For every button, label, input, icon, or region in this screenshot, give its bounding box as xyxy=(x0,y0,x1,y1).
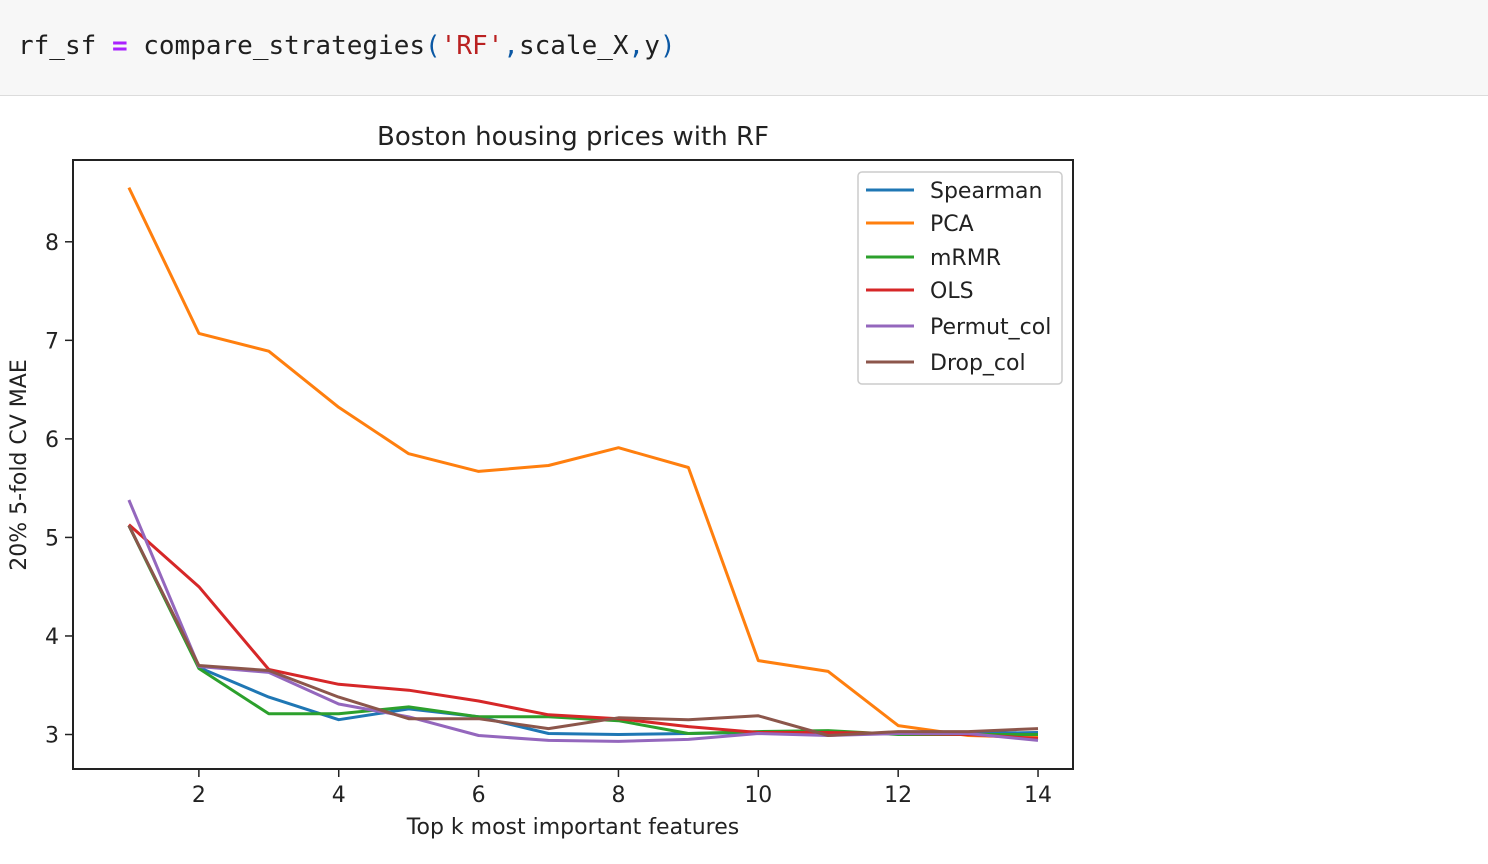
code-comma: , xyxy=(503,31,519,61)
legend: Spearman PCA mRMR OLS Permut_col Drop_col xyxy=(857,171,1063,385)
output-area: Boston housing prices with RF 2 4 6 8 10 12 14… xyxy=(0,96,1488,859)
y-tick-label: 4 xyxy=(45,625,59,650)
x-tick-label: 12 xyxy=(884,783,912,808)
x-axis: 2 4 6 8 10 12 14 xyxy=(192,769,1052,808)
code-string-arg: 'RF' xyxy=(440,31,504,61)
series-layer xyxy=(127,186,1039,743)
y-tick-label: 3 xyxy=(45,724,59,749)
y-axis: 3 4 5 6 7 8 xyxy=(45,231,73,749)
series-line-drop-col xyxy=(127,524,1039,737)
x-tick-label: 6 xyxy=(472,783,486,808)
series-line-ols xyxy=(127,523,1039,740)
x-tick-label: 10 xyxy=(744,783,772,808)
y-axis-label: 20% 5-fold CV MAE xyxy=(7,359,32,570)
legend-label: OLS xyxy=(930,279,974,304)
chart-title: Boston housing prices with RF xyxy=(377,122,769,152)
code-paren-close: ) xyxy=(659,31,676,61)
x-tick-label: 2 xyxy=(192,783,206,808)
plot-frame xyxy=(72,159,1074,770)
x-tick-label: 4 xyxy=(332,783,346,808)
x-tick-label: 14 xyxy=(1024,783,1052,808)
code-arg-y: y xyxy=(644,31,660,61)
series-line-mrmr xyxy=(127,524,1038,736)
y-tick-label: 8 xyxy=(45,231,59,256)
y-tick-label: 7 xyxy=(45,329,59,354)
legend-label: mRMR xyxy=(930,246,1001,271)
x-axis-label: Top k most important features xyxy=(406,815,739,840)
x-tick-label: 8 xyxy=(611,783,625,808)
code-arg-scale-x: scale_X xyxy=(518,31,629,61)
y-tick-label: 6 xyxy=(45,428,59,453)
legend-box xyxy=(857,171,1063,385)
code-paren-open: ( xyxy=(425,31,441,61)
code-variable: rf_sf xyxy=(18,31,97,61)
code-comma: , xyxy=(628,31,645,61)
legend-label: PCA xyxy=(930,212,974,237)
code-cell[interactable]: rf_sf = compare_strategies('RF',scale_X,… xyxy=(0,0,1488,96)
series-line-permut-col xyxy=(127,499,1039,743)
code-function: compare_strategies xyxy=(143,31,426,61)
legend-label: Drop_col xyxy=(930,351,1026,376)
legend-label: Spearman xyxy=(930,179,1042,204)
series-line-pca xyxy=(127,186,1039,739)
series-line-spearman xyxy=(127,524,1039,736)
legend-label: Permut_col xyxy=(930,315,1051,340)
line-chart: Boston housing prices with RF 2 4 6 8 10 12 14… xyxy=(7,122,1074,840)
code-line[interactable]: rf_sf = compare_strategies('RF',scale_X,… xyxy=(18,28,676,64)
code-operator: = xyxy=(111,31,128,61)
y-tick-label: 5 xyxy=(45,526,59,551)
